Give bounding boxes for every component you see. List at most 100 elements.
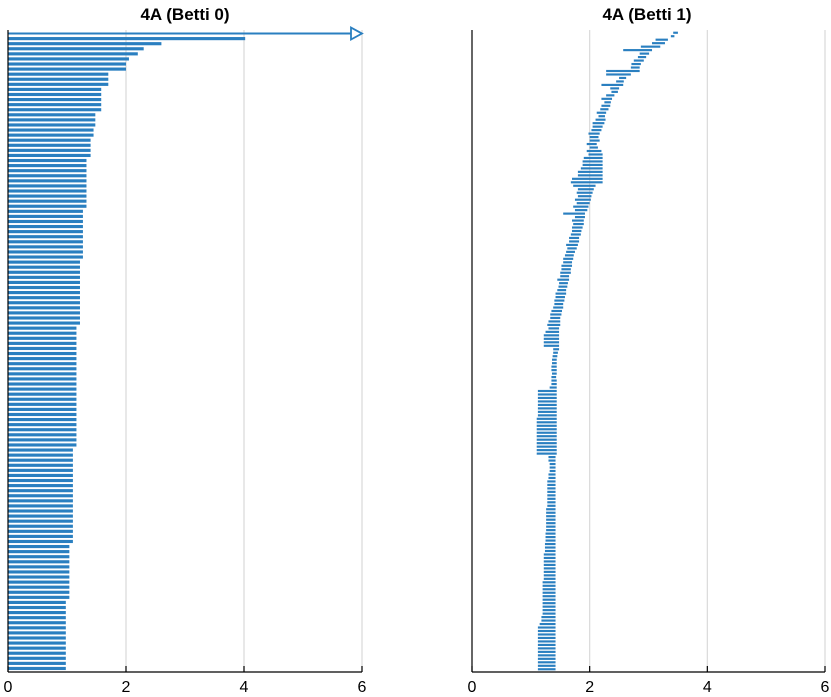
barcode-bar: [8, 651, 66, 655]
barcode-bar: [8, 402, 77, 406]
barcode-bar: [536, 417, 557, 420]
barcode-bar: [8, 423, 77, 427]
barcode-bar: [554, 299, 565, 302]
barcode-bar: [8, 362, 77, 366]
barcode-bar: [537, 636, 556, 640]
barcode-bar: [673, 31, 678, 34]
barcode-bar: [577, 188, 594, 191]
barcode-bar: [637, 56, 647, 59]
barcode-bar: [546, 525, 556, 528]
barcode-bar: [549, 466, 556, 469]
barcode-bar: [536, 452, 557, 455]
barcode-bar: [8, 595, 70, 599]
barcode-bar: [542, 598, 556, 601]
barcode-bar: [8, 153, 91, 158]
barcode-bar: [592, 125, 603, 128]
barcode-bar: [8, 605, 66, 610]
barcode-bar: [544, 546, 556, 549]
barcode-bar: [543, 341, 560, 344]
barcode-bar: [8, 494, 73, 498]
barcode-bar: [559, 282, 568, 285]
barcode-bar: [8, 346, 77, 351]
barcode-bar: [601, 104, 611, 107]
barcode-bar: [537, 654, 556, 657]
barcode-bar: [544, 549, 556, 553]
barcode-bar: [8, 62, 126, 66]
barcode-bar: [8, 631, 66, 635]
barcode-bar: [8, 636, 66, 640]
barcode-bar: [652, 42, 665, 45]
barcode-bar: [8, 428, 77, 432]
barcode-bar: [623, 49, 653, 52]
grid-betti-1: [589, 30, 826, 672]
barcode-bar: [8, 504, 73, 508]
barcode-bar: [547, 323, 561, 326]
barcode-bar: [601, 83, 624, 86]
barcode-bar: [580, 167, 603, 170]
barcode-bar: [577, 195, 592, 198]
axes-betti-1: [471, 30, 826, 673]
barcode-bar: [8, 555, 70, 559]
barcode-bar: [543, 567, 556, 570]
barcode-bar: [539, 622, 556, 626]
barcode-bar: [8, 641, 66, 645]
barcode-bar: [8, 570, 70, 574]
barcode-bar: [537, 650, 556, 653]
barcode-bar: [543, 556, 556, 560]
barcode-bar: [639, 52, 650, 55]
barcode-bar: [8, 575, 70, 579]
barcode-bar: [542, 581, 556, 584]
barcode-bar: [551, 379, 557, 382]
barcode-bar: [616, 80, 624, 83]
barcode-bar: [536, 435, 557, 438]
barcode-bar: [573, 222, 584, 226]
barcode-bar: [8, 57, 129, 61]
barcode-bar: [8, 524, 73, 528]
barcode-bar: [550, 316, 561, 320]
barcode-bar: [552, 358, 557, 361]
barcode-bar: [8, 656, 66, 660]
barcode-bar: [655, 38, 668, 41]
barcode-bar: [564, 254, 574, 257]
x-tick-label: 2: [585, 679, 594, 696]
barcode-bar: [543, 560, 556, 563]
barcode-bar: [546, 529, 556, 532]
barcode-bar: [8, 118, 96, 122]
barcode-bar: [8, 133, 94, 137]
barcode-bar: [537, 414, 557, 417]
barcode-bar: [552, 362, 557, 365]
barcode-bar: [542, 595, 556, 598]
x-tick-label: 4: [240, 679, 249, 696]
barcode-bar: [549, 386, 557, 389]
barcode-bar: [8, 514, 73, 518]
barcode-bar: [8, 484, 73, 488]
barcode-bar: [8, 270, 80, 274]
barcode-bar: [573, 205, 589, 208]
barcode-bar: [547, 487, 556, 490]
barcode-bar: [8, 539, 73, 544]
barcode-bar: [536, 428, 557, 431]
barcode-bar: [569, 240, 580, 243]
barcode-bar: [8, 616, 66, 620]
barcode-bar: [8, 128, 94, 132]
barcode-bar: [8, 87, 102, 91]
barcode-bar: [8, 240, 83, 244]
barcode-bar: [8, 67, 126, 71]
barcode-bar: [8, 123, 96, 127]
barcode-bar: [8, 199, 87, 203]
barcode-bar: [8, 433, 77, 437]
barcode-bar: [595, 118, 606, 121]
barcode-bar: [8, 47, 144, 51]
barcode-bar: [8, 275, 80, 279]
barcode-bar: [633, 59, 644, 62]
barcode-bar: [8, 580, 70, 584]
barcode-bar: [8, 565, 70, 569]
barcode-bar: [536, 442, 557, 445]
barcode-bar: [8, 611, 66, 615]
barcode-bar: [611, 90, 618, 93]
barcode-bar: [8, 42, 162, 46]
barcode-bar: [8, 224, 83, 229]
barcode-bar: [8, 590, 70, 594]
barcode-bar: [548, 456, 556, 459]
barcode-bar: [555, 296, 565, 299]
